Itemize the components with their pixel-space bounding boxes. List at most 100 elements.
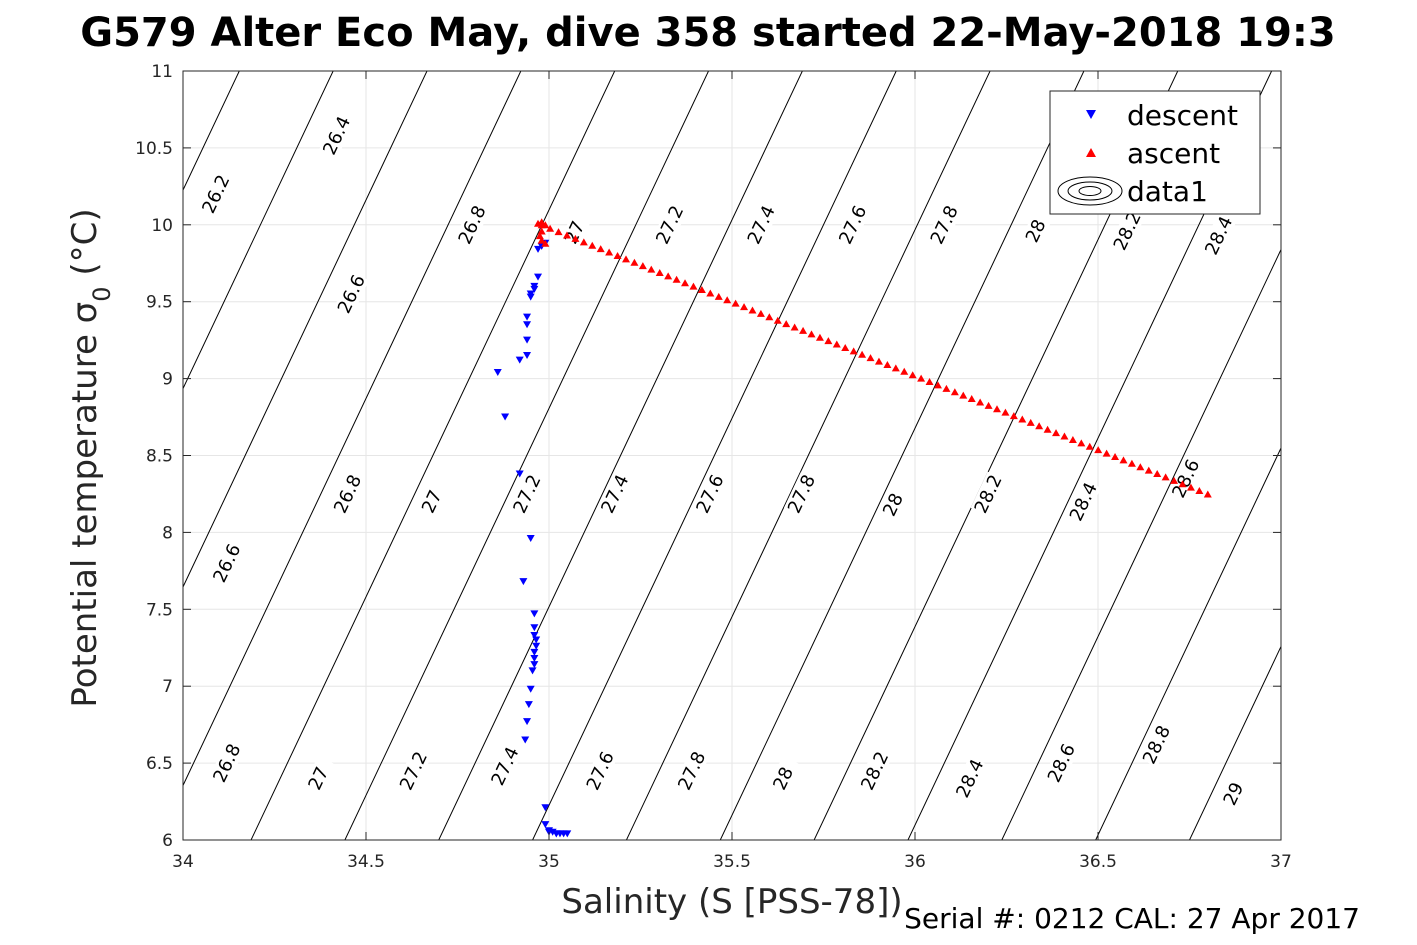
isopycnal-label-bg [198,171,234,217]
ascent-point [984,401,993,409]
ascent-point [765,313,774,321]
ascent-point [1060,432,1069,440]
isopycnal-label-bg [300,756,337,801]
ascent-point [541,221,550,229]
y-tick-label: 6 [162,831,173,851]
ascent-point [1203,490,1212,498]
y-tick-label: 7 [162,677,173,697]
isopycnal-line [250,71,616,840]
y-axis-label: Potential temperature σ0 (°C) [65,208,116,707]
isopycnal-label-bg [835,202,871,248]
ascent-point [1026,418,1035,426]
isopycnal-contours [183,71,1281,840]
ascent-point [672,275,681,283]
ascent-point [1195,487,1204,495]
isopycnal-line [1188,645,1281,840]
descent-point [524,701,533,709]
ascent-point [714,292,723,300]
isopycnal-label-bg [652,202,688,248]
descent-point [501,413,510,421]
descent-point [523,313,532,321]
isopycnal-line [344,71,710,840]
ascent-point [858,350,867,358]
ascent-point [799,326,808,334]
ascent-point [596,245,605,253]
isopycnal-label-bg [597,471,633,517]
y-tick-label: 10 [151,216,173,236]
y-axis-ticks: 6 6.5 7 7.5 8 8.5 9 9.5 10 10.5 11 [135,62,1281,851]
ascent-point [740,303,749,311]
isopycnal-label-bg [1109,208,1145,254]
ascent-point [554,228,563,236]
descent-point [552,830,561,838]
isopycnal-label-bg [557,210,593,255]
legend-contour-icon [1057,176,1123,206]
descent-point [534,273,543,281]
x-tick-label: 35 [538,852,560,872]
ascent-point [1085,442,1094,450]
isopycnal-label-bg [395,748,432,794]
ascent-point [925,378,934,386]
isopycnal-line [532,71,897,840]
serial-cal-footer: Serial #: 0212 CAL: 27 Apr 2017 [904,902,1360,935]
descent-point [532,642,541,650]
ascent-point [562,231,571,239]
isopycnal-line [183,71,240,192]
ascent-point [647,265,656,273]
ascent-point [917,374,926,382]
ascent-point [537,236,546,244]
isopycnal-line [438,71,803,840]
descent-point [530,661,539,669]
ascent-point [841,343,850,351]
ascent-point [824,337,833,345]
descent-point [530,631,539,639]
legend-box [1049,90,1261,215]
descent-point [523,352,532,360]
descent-point [519,578,528,586]
ascent-point [1035,422,1044,430]
descent-point [530,610,539,618]
descent-point [530,655,539,663]
ascent-point [1111,452,1120,460]
isopycnal-label-bg [454,202,490,248]
ascent-point [967,395,976,403]
descent-point [534,245,543,253]
y-tick-label: 7.5 [146,600,173,620]
isopycnal-label-bg [952,756,988,801]
ascent-point [1119,456,1128,464]
ascent-point [866,354,875,362]
isopycnal-label-bg [333,271,369,317]
ascent-point [571,234,580,242]
chart-title: G579 Alter Eco May, dive 358 started 22-… [80,10,1336,56]
ascent-point [950,388,959,396]
legend-data1-label: data1 [1127,175,1208,208]
ascent-point [613,251,622,259]
ascent-point [1043,425,1052,433]
isopycnal-label-bg [743,202,779,248]
ascent-point [959,391,968,399]
descent-point [493,368,502,376]
ascent-point [579,238,588,246]
descent-point [523,321,532,329]
isopycnal-line [719,71,1085,840]
descent-point [515,356,524,364]
ascent-point [588,241,597,249]
ascent-point [942,384,951,392]
ascent-point [731,299,740,307]
ascent-point [546,224,555,232]
isopycnal-label-bg [783,471,820,517]
isopycnal-label-bg [1215,771,1252,817]
isopycnal-label-bg [509,471,545,517]
ascent-point [815,333,824,341]
descent-point [541,804,550,812]
ascent-point [1009,412,1018,420]
ascent-point [541,239,550,247]
y-tick-label: 11 [151,62,173,82]
ascent-point [993,405,1002,413]
isopycnal-label-bg [209,740,245,786]
isopycnal-line [183,71,522,787]
descent-point [528,667,537,675]
ascent-point [537,218,546,226]
x-tick-label: 36.5 [1079,852,1117,872]
